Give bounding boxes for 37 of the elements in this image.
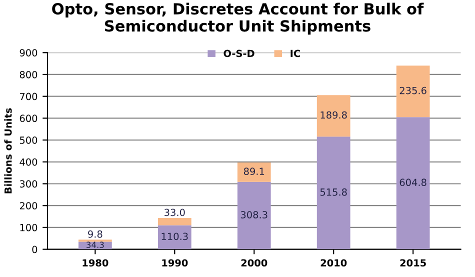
- y-tick-label: 800: [20, 70, 38, 78]
- y-tick-label: 700: [20, 92, 38, 100]
- bar: [396, 117, 430, 250]
- y-tick-label: 900: [20, 49, 38, 56]
- x-tick-label: 1990: [162, 259, 188, 267]
- x-tick-label: 2000: [241, 259, 268, 267]
- data-label: 189.8: [320, 111, 347, 119]
- y-axis-title: Billions of Units: [4, 108, 12, 194]
- x-tick-label: 1980: [82, 259, 108, 267]
- data-label: 34.3: [86, 242, 104, 248]
- data-label: 515.8: [320, 188, 347, 196]
- y-tick-label: 500: [20, 136, 38, 144]
- bar: [316, 95, 350, 137]
- legend-label: IC: [290, 50, 300, 58]
- legend-label: O-S-D: [224, 50, 254, 58]
- bar: [237, 182, 271, 250]
- data-label: 235.6: [400, 86, 426, 94]
- data-label: 110.3: [162, 232, 188, 240]
- bar: [158, 218, 192, 226]
- data-label: 9.8: [88, 230, 102, 238]
- y-tick-label: 300: [20, 180, 38, 188]
- x-tick-label: 2010: [320, 259, 347, 267]
- y-tick-label: 600: [20, 114, 38, 122]
- data-label: 604.8: [400, 178, 426, 186]
- bar: [158, 225, 192, 250]
- bar: [237, 162, 271, 182]
- y-tick-label: 0: [32, 246, 38, 254]
- bar: [396, 66, 430, 118]
- data-label: 89.1: [244, 168, 264, 176]
- data-label: 33.0: [164, 208, 185, 216]
- y-tick-label: 400: [20, 158, 38, 166]
- x-tick-label: 2015: [400, 259, 426, 267]
- chart-title: Opto, Sensor, Discretes Account for Bulk of Semiconductor Unit Shipments: [52, 2, 424, 35]
- y-tick-label: 100: [20, 224, 38, 232]
- data-label: 308.3: [240, 211, 268, 218]
- y-tick-label: 200: [20, 202, 38, 210]
- bar: [316, 136, 350, 250]
